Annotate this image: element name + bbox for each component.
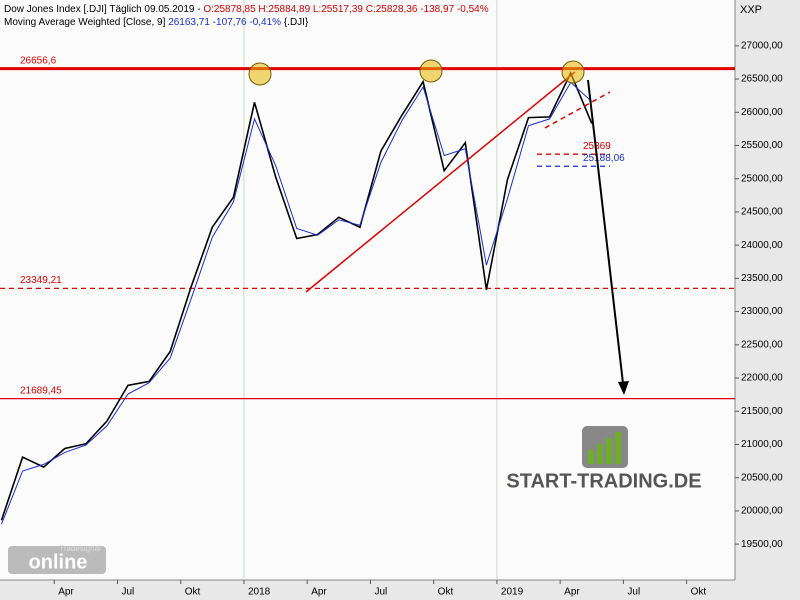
y-tick-label: 22500,00 [741, 339, 783, 350]
y-tick-label: 25000,00 [741, 173, 783, 184]
level-label: 25188,06 [583, 153, 625, 164]
y-tick-label: 26000,00 [741, 107, 783, 118]
y-tick-label: 20500,00 [741, 472, 783, 483]
x-tick-label: Okt [691, 587, 707, 598]
x-tick-label: Okt [438, 587, 454, 598]
x-tick-label: Okt [185, 587, 201, 598]
header: Dow Jones Index [.DJI] Täglich 09.05.201… [4, 4, 489, 15]
y-tick-label: 21000,00 [741, 439, 783, 450]
y-tick-label: 24000,00 [741, 240, 783, 251]
logo: START-TRADING.DE [506, 426, 702, 492]
header-part: Moving Average Weighted [Close, 9] [4, 17, 166, 28]
x-axis-panel [0, 580, 735, 600]
x-tick-label: Apr [58, 587, 74, 598]
forecast-arrow [587, 79, 625, 393]
header-part: Dow Jones Index [.DJI] Täglich 09.05.201… [4, 4, 201, 15]
series-line [1, 81, 593, 525]
level-label: 26656,6 [20, 55, 57, 66]
y-tick-label: 25500,00 [741, 140, 783, 151]
level-label: 23349,21 [20, 275, 62, 286]
y-tick-label: 26500,00 [741, 74, 783, 85]
x-tick-label: Jul [374, 587, 387, 598]
x-tick-label: Jul [627, 587, 640, 598]
channel-line [544, 91, 611, 129]
peak-marker [561, 60, 585, 84]
trend-line [305, 71, 576, 293]
x-tick-label: Apr [564, 587, 580, 598]
level-label: 25369 [583, 141, 611, 152]
y-tick-label: 22000,00 [741, 373, 783, 384]
y-tick-label: 24500,00 [741, 207, 783, 218]
y-axis-panel [735, 0, 800, 600]
y-tick-label: 19500,00 [741, 539, 783, 550]
peak-marker [419, 59, 443, 83]
arrow-head [618, 381, 629, 395]
y-tick-label: 27000,00 [741, 40, 783, 51]
badge-big: online [29, 551, 88, 573]
badge [8, 546, 106, 574]
level-label: 21689,45 [20, 385, 62, 396]
series-line [0, 71, 593, 521]
y-tick-label: 23500,00 [741, 273, 783, 284]
y-tick-label: 23000,00 [741, 306, 783, 317]
symbol: XXP [740, 4, 762, 16]
y-tick-label: 21500,00 [741, 406, 783, 417]
x-tick-label: 2019 [501, 587, 524, 598]
watermark: START-TRADING.DE [506, 470, 701, 492]
header-part: O:25878,85 H:25884,89 L:25517,39 C:25828… [203, 4, 488, 15]
header-part: 26163,71 -107,76 -0,41% [168, 17, 281, 28]
header-part: {.DJI} [284, 17, 309, 28]
y-tick-label: 20000,00 [741, 506, 783, 517]
x-tick-label: Jul [121, 587, 134, 598]
x-tick-label: Apr [311, 587, 327, 598]
badge-small: Tradesignal [59, 544, 101, 553]
x-tick-label: 2018 [248, 587, 271, 598]
peak-marker [248, 62, 272, 86]
plot-area [0, 0, 735, 580]
header-ma: Moving Average Weighted [Close, 9] 26163… [4, 17, 309, 28]
